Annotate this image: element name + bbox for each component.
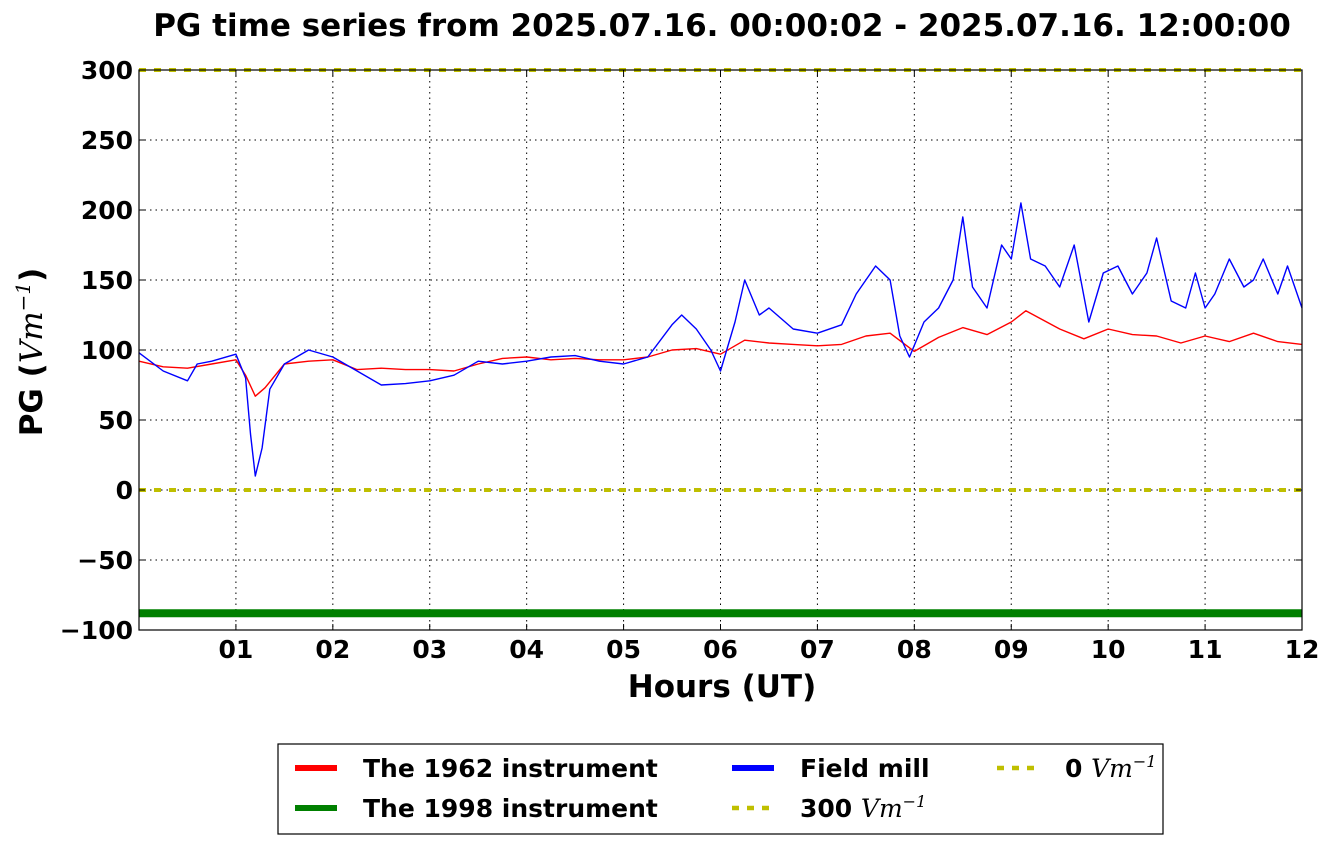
- legend-label-text: 0: [1065, 754, 1091, 783]
- series-layer: [138, 68, 1303, 618]
- legend-label-unit: Vm: [1091, 754, 1133, 783]
- y-tick-label: 0: [116, 476, 133, 505]
- y-tick-label: 200: [81, 196, 133, 225]
- y-axis-ticks: 300 250 200 150 100 50 0 −50 −100: [60, 56, 1302, 645]
- x-axis-ticks: 01 02 03 04 05 06 07 08 09 10 11 12: [219, 70, 1320, 664]
- y-tick-label: −100: [60, 616, 133, 645]
- y-tick-label: 150: [81, 266, 133, 295]
- legend-label-text: Field mill: [800, 754, 930, 783]
- chart-title: PG time series from 2025.07.16. 00:00:02…: [153, 8, 1291, 44]
- legend-label: The 1998 instrument: [363, 794, 658, 823]
- x-tick-label: 10: [1091, 635, 1126, 664]
- x-tick-label: 01: [219, 635, 254, 664]
- legend-items: The 1962 instrument The 1998 instrument Fi…: [295, 752, 1156, 823]
- legend-label-text: The 1998 instrument: [363, 794, 658, 823]
- x-tick-label: 06: [703, 635, 738, 664]
- series-line-0: [138, 310, 1303, 397]
- grid-lines: [139, 70, 1302, 630]
- legend: The 1962 instrument The 1998 instrument Fi…: [277, 743, 1164, 835]
- legend-label-exp: −1: [903, 792, 927, 811]
- y-tick-label: 100: [81, 336, 133, 365]
- y-axis-label: PG (Vm−1): [11, 268, 50, 437]
- y-tick-label: 300: [81, 56, 133, 85]
- y-axis-label-exp: −1: [11, 282, 35, 311]
- legend-label: 0 Vm−1: [1065, 752, 1156, 783]
- x-tick-label: 04: [509, 635, 544, 664]
- legend-box: [277, 743, 1164, 835]
- series-line-2: [138, 202, 1303, 477]
- y-axis-label-unit: Vm: [14, 311, 50, 363]
- legend-label-text: The 1962 instrument: [363, 754, 658, 783]
- y-tick-label: −50: [77, 546, 133, 575]
- legend-label-exp: −1: [1133, 752, 1157, 771]
- y-tick-label: 50: [98, 406, 133, 435]
- y-axis-label-close: ): [14, 268, 50, 282]
- legend-label: 300 Vm−1: [800, 792, 926, 823]
- legend-label: The 1962 instrument: [363, 754, 658, 783]
- legend-label-unit: Vm: [861, 794, 903, 823]
- x-tick-label: 08: [897, 635, 932, 664]
- x-tick-label: 03: [412, 635, 447, 664]
- x-tick-label: 05: [606, 635, 641, 664]
- x-tick-label: 09: [994, 635, 1029, 664]
- x-tick-label: 07: [800, 635, 835, 664]
- legend-label-text: 300: [800, 794, 861, 823]
- y-tick-label: 250: [81, 126, 133, 155]
- x-tick-label: 11: [1188, 635, 1223, 664]
- x-tick-label: 02: [315, 635, 350, 664]
- y-axis-label-text: PG (: [14, 363, 50, 436]
- x-axis-label: Hours (UT): [628, 669, 817, 705]
- x-tick-label: 12: [1285, 635, 1320, 664]
- legend-label: Field mill: [800, 754, 930, 783]
